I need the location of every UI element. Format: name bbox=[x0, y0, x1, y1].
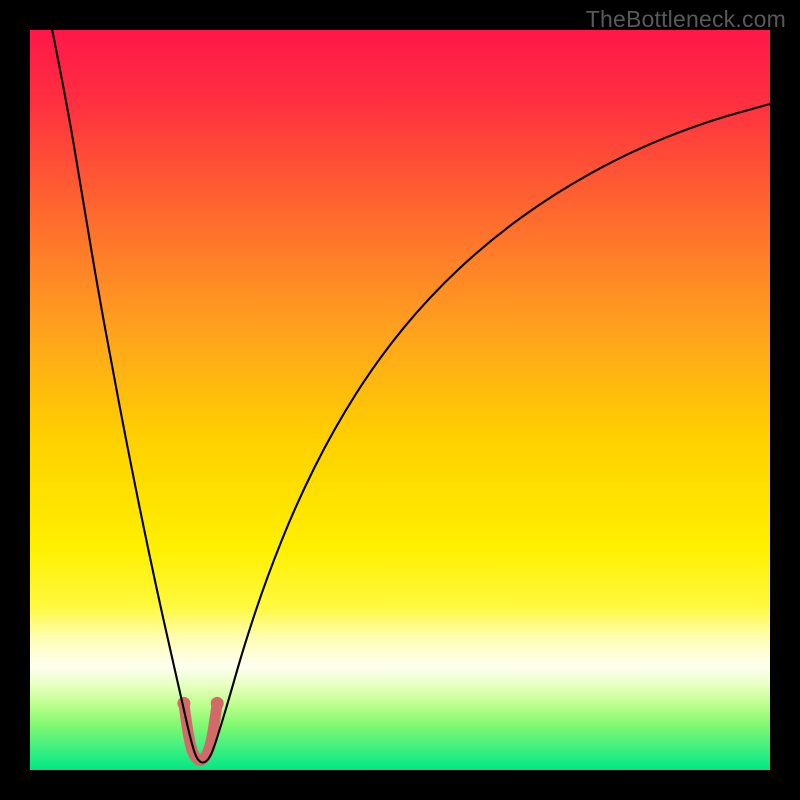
bottleneck-curve bbox=[52, 30, 770, 763]
bottom-marker-dot-right bbox=[211, 697, 224, 710]
plot-area bbox=[30, 30, 770, 770]
watermark-text: TheBottleneck.com bbox=[586, 6, 786, 33]
chart-frame: TheBottleneck.com bbox=[0, 0, 800, 800]
plot-svg bbox=[30, 30, 770, 770]
